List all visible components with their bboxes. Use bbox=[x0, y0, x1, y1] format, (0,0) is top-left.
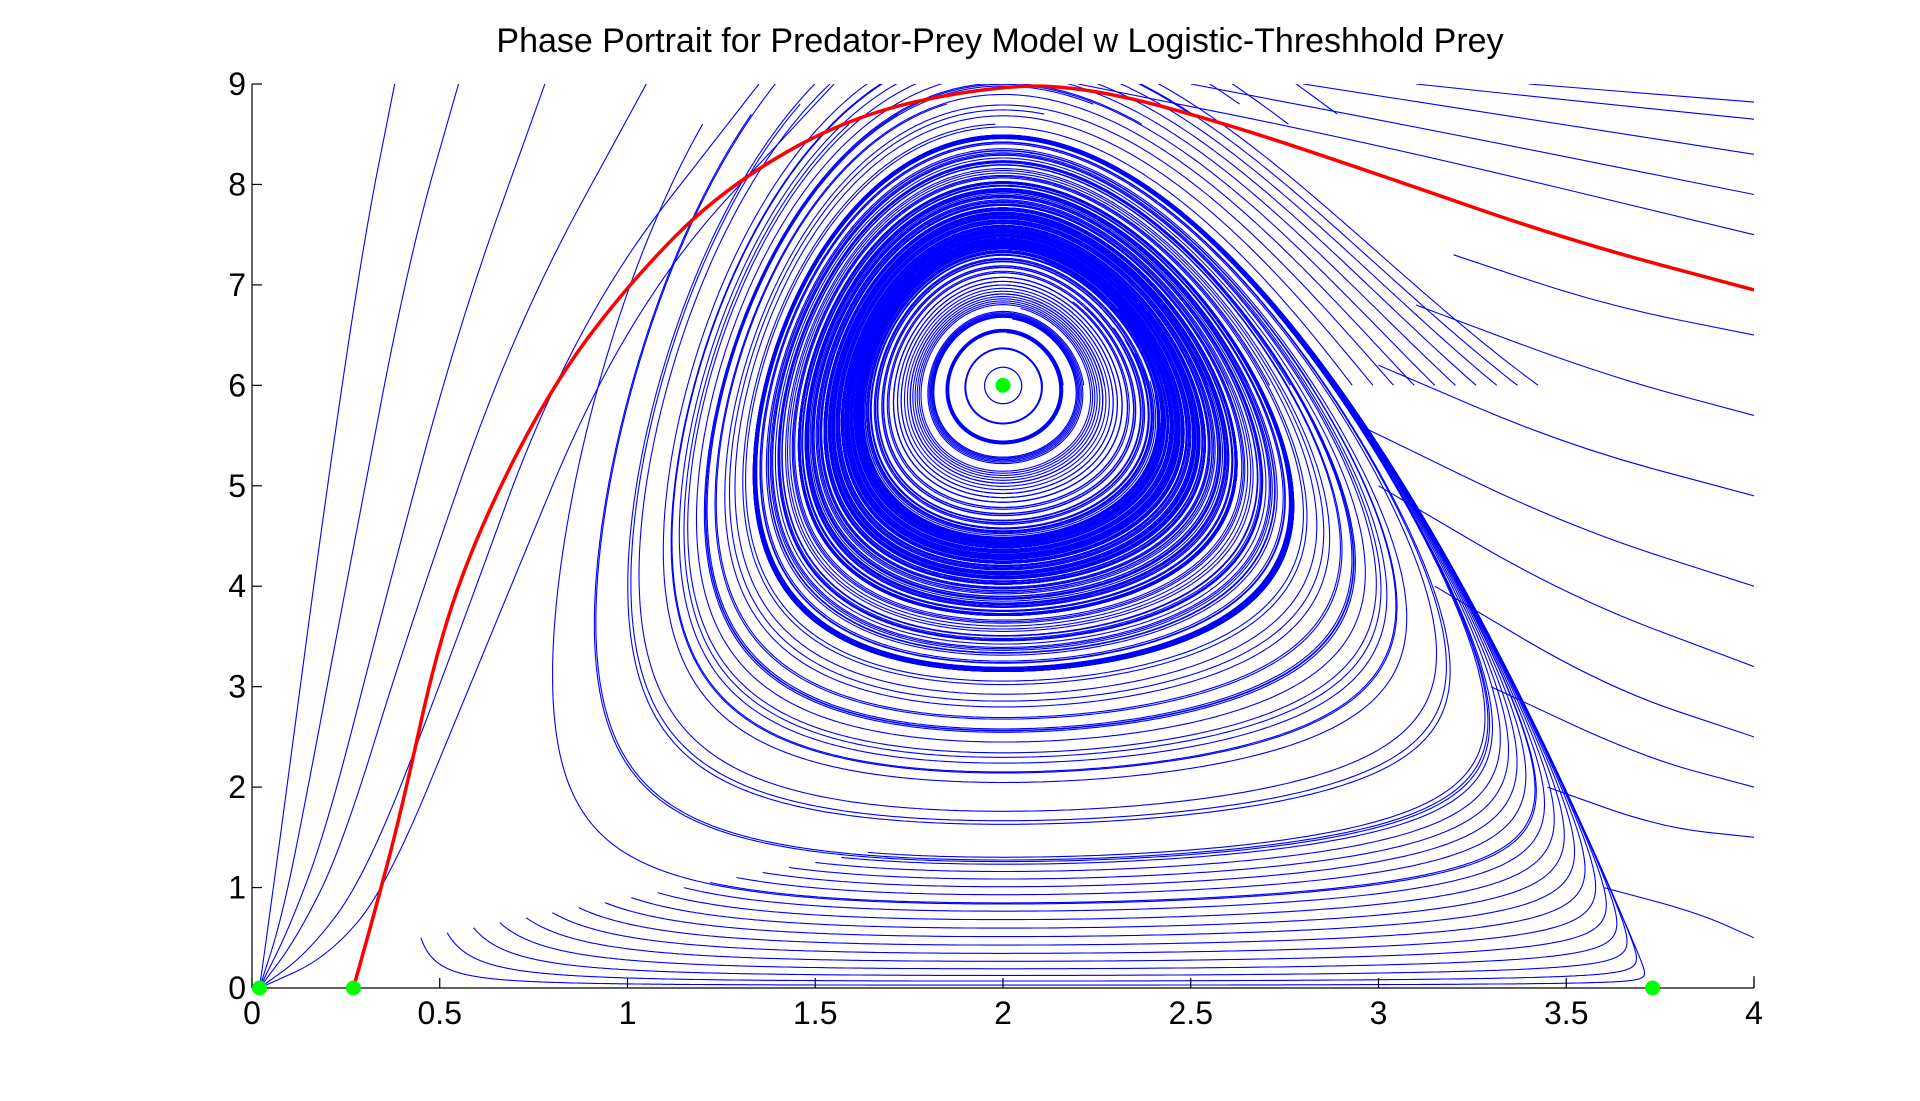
chart-title: Phase Portrait for Predator-Prey Model w… bbox=[496, 22, 1503, 60]
escape-trajectory-line bbox=[1453, 254, 1754, 336]
escape-trajectory-line bbox=[1415, 304, 1754, 417]
trajectory-line bbox=[728, 109, 1325, 702]
x-tick-label: 2.5 bbox=[1169, 995, 1213, 1031]
x-tick-label: 4 bbox=[1745, 995, 1763, 1031]
trajectory-line bbox=[695, 84, 1456, 743]
escape-trajectory-line bbox=[258, 84, 460, 988]
x-tick-label: 3 bbox=[1370, 995, 1388, 1031]
y-tick-label: 9 bbox=[228, 66, 246, 102]
x-tick-label: 0 bbox=[243, 995, 261, 1031]
trajectory-line bbox=[638, 84, 1438, 812]
escape-trajectory-line bbox=[1490, 686, 1754, 788]
escape-trajectory-line bbox=[259, 84, 546, 988]
trajectory-line bbox=[683, 123, 1382, 758]
trajectory-line bbox=[734, 115, 1374, 695]
trajectory-line bbox=[945, 328, 1064, 445]
escape-trajectory-line bbox=[1359, 425, 1754, 587]
escape-trajectory-line bbox=[1077, 84, 1754, 236]
y-tick-label: 8 bbox=[228, 166, 246, 202]
escape-trajectory-line bbox=[259, 84, 647, 988]
y-tick-label: 0 bbox=[228, 970, 246, 1006]
x-tick-label: 2 bbox=[994, 995, 1012, 1031]
trajectory-line bbox=[552, 123, 1537, 905]
trajectory-line bbox=[662, 84, 1539, 784]
escape-trajectory-line bbox=[1434, 585, 1754, 738]
equilibria-layer bbox=[252, 377, 1661, 996]
trajectory-line bbox=[742, 123, 1308, 686]
equilibrium-point bbox=[345, 980, 361, 996]
equilibrium-point bbox=[252, 980, 268, 996]
y-tick-label: 6 bbox=[228, 367, 246, 403]
trajectory-line bbox=[715, 103, 1341, 719]
trajectory-line bbox=[983, 366, 1023, 405]
escape-trajectory-line bbox=[1415, 84, 1754, 120]
trajectory-line bbox=[927, 310, 1085, 465]
separatrix-line bbox=[351, 84, 1754, 988]
escape-trajectory-line bbox=[259, 84, 835, 988]
escape-trajectory-line bbox=[1303, 84, 1754, 155]
y-tick-label: 3 bbox=[228, 669, 246, 705]
trajectory-line bbox=[627, 84, 1451, 825]
trajectory-line bbox=[595, 84, 1489, 861]
trajectory-layer bbox=[258, 84, 1754, 988]
separatrix-layer bbox=[351, 84, 1754, 988]
x-tick-label: 3.5 bbox=[1544, 995, 1588, 1031]
trajectory-line bbox=[703, 84, 1356, 733]
y-tick-label: 2 bbox=[228, 769, 246, 805]
trajectory-line bbox=[724, 104, 1394, 708]
trajectory-line bbox=[964, 347, 1043, 425]
escape-trajectory-line bbox=[1528, 84, 1754, 103]
trajectory-line bbox=[671, 84, 1397, 773]
equilibrium-point bbox=[995, 377, 1011, 393]
escape-trajectory-line bbox=[258, 84, 396, 988]
axes: 0 0.5 1 1.5 2 2.5 3 3.5 4 0 1 2 3 4 5 6 7 8 9 bbox=[228, 66, 1763, 1031]
y-tick-label: 5 bbox=[228, 468, 246, 504]
equilibrium-point bbox=[1645, 980, 1661, 996]
x-tick-label: 1 bbox=[619, 995, 637, 1031]
x-tick-label: 1.5 bbox=[793, 995, 837, 1031]
escape-trajectory-line bbox=[1378, 364, 1754, 497]
x-tick-label: 0.5 bbox=[418, 995, 462, 1031]
escape-trajectory-line bbox=[1378, 485, 1754, 668]
escape-trajectory-line bbox=[1603, 887, 1754, 939]
y-tick-label: 1 bbox=[228, 870, 246, 906]
escape-trajectory-line bbox=[1547, 786, 1754, 838]
y-tick-label: 7 bbox=[228, 267, 246, 303]
y-tick-label: 4 bbox=[228, 568, 246, 604]
escape-trajectory-line bbox=[1190, 84, 1754, 196]
